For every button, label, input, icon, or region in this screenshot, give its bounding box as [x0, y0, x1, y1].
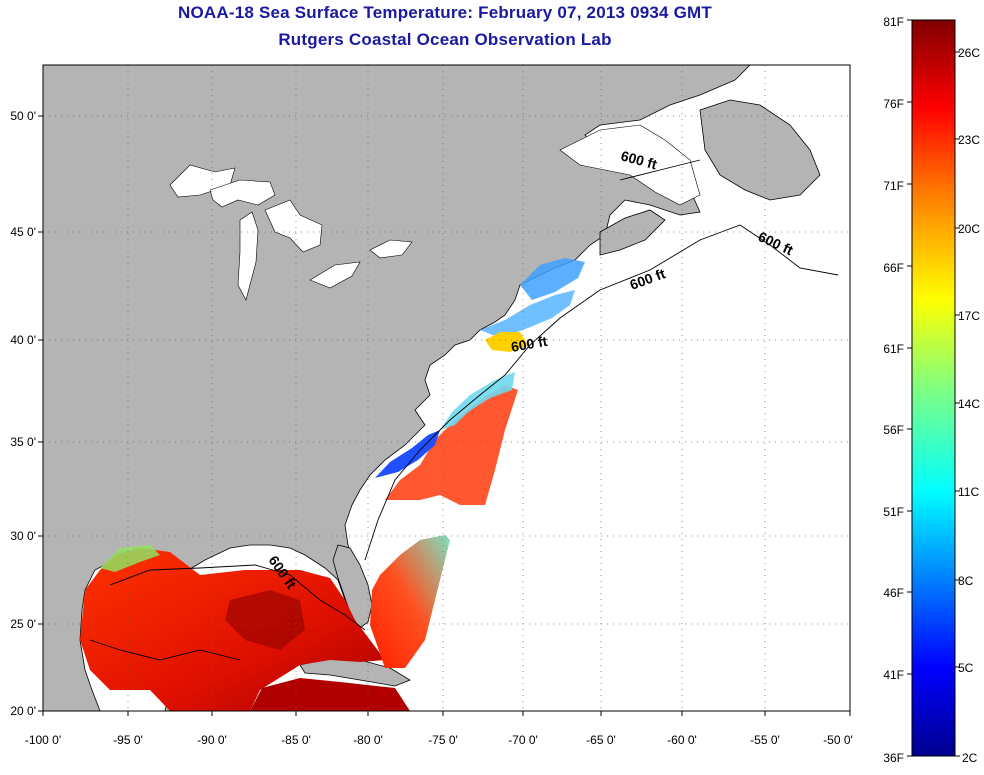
- lat-tick-label: 40 0': [10, 333, 36, 347]
- colorbar-f-label: 61F: [883, 342, 904, 356]
- colorbar-ticks: [907, 19, 960, 757]
- colorbar-c-label: 14C: [958, 397, 980, 411]
- colorbar-f-label: 71F: [883, 179, 904, 193]
- lon-tick-label: -80 0': [353, 733, 383, 747]
- colorbar-c-label: 20C: [958, 222, 980, 236]
- colorbar-f-label: 51F: [883, 505, 904, 519]
- sst-caribbean: [250, 678, 410, 711]
- colorbar-f-label: 41F: [883, 668, 904, 682]
- great-lakes: [209, 179, 413, 301]
- map-title: NOAA-18 Sea Surface Temperature: Februar…: [178, 3, 712, 22]
- colorbar-c-label: 17C: [958, 309, 980, 323]
- lon-tick-label: -90 0': [197, 733, 227, 747]
- lat-tick-label: 45 0': [10, 225, 36, 239]
- colorbar-c-label: 11C: [958, 485, 979, 499]
- land-nova-scotia: [599, 209, 666, 256]
- lon-tick-label: -95 0': [113, 733, 143, 747]
- lon-tick-label: -55 0': [750, 733, 780, 747]
- colorbar: [911, 19, 956, 757]
- land-florida: [332, 544, 373, 629]
- isobath-600ft: [89, 159, 839, 661]
- sst-mid-shelf: [440, 372, 515, 430]
- sst-slope-water-warm: [485, 332, 528, 352]
- colorbar-c-label: 2C: [962, 751, 978, 765]
- sst-gulf-warm-core: [225, 590, 305, 650]
- lat-tick-label: 30 0': [10, 529, 36, 543]
- colorbar-c-label: 8C: [958, 574, 974, 588]
- land-newfoundland: [699, 99, 821, 201]
- colorbar-c-label: 5C: [958, 661, 974, 675]
- lon-tick-label: -85 0': [281, 733, 311, 747]
- colorbar-f-label: 66F: [883, 261, 904, 275]
- sst-new-england-shelf: [480, 290, 575, 338]
- colorbar-f-label: 36F: [883, 751, 904, 765]
- colorbar-f-label: 81F: [883, 15, 904, 29]
- lat-tick-label: 20 0': [10, 704, 36, 718]
- colorbar-c-label: 26C: [958, 46, 980, 60]
- graticule: [43, 65, 850, 711]
- isobath-label: 600 ft: [510, 333, 549, 355]
- colorbar-f-label: 76F: [883, 97, 904, 111]
- gulf-st-lawrence: [559, 124, 701, 206]
- sst-gulf-stream: [370, 535, 450, 668]
- colorbar-f-label: 56F: [883, 423, 904, 437]
- sst-cold-shelf: [375, 430, 440, 478]
- sst-gulf-of-maine: [520, 258, 585, 300]
- lon-tick-label: -75 0': [428, 733, 458, 747]
- lat-tick-label: 25 0': [10, 617, 36, 631]
- sst-gulf-north-shelf: [100, 545, 160, 572]
- lon-tick-label: -70 0': [508, 733, 538, 747]
- tick-marks: [38, 115, 851, 716]
- sst-gulf-of-mexico: [80, 548, 385, 711]
- hudson-bay: [169, 164, 236, 198]
- colorbar-f-label: 46F: [883, 586, 904, 600]
- lon-tick-label: -60 0': [667, 733, 697, 747]
- lat-tick-label: 50 0': [10, 109, 36, 123]
- map-subtitle: Rutgers Coastal Ocean Observation Lab: [278, 30, 612, 49]
- lon-tick-label: -100 0': [25, 733, 61, 747]
- map-frame: [42, 64, 851, 712]
- sst-atlantic-swath: [385, 385, 518, 505]
- lon-tick-label: -50 0': [823, 733, 853, 747]
- lon-tick-label: -65 0': [586, 733, 616, 747]
- colorbar-c-label: 23C: [958, 133, 980, 147]
- lat-tick-label: 35 0': [10, 435, 36, 449]
